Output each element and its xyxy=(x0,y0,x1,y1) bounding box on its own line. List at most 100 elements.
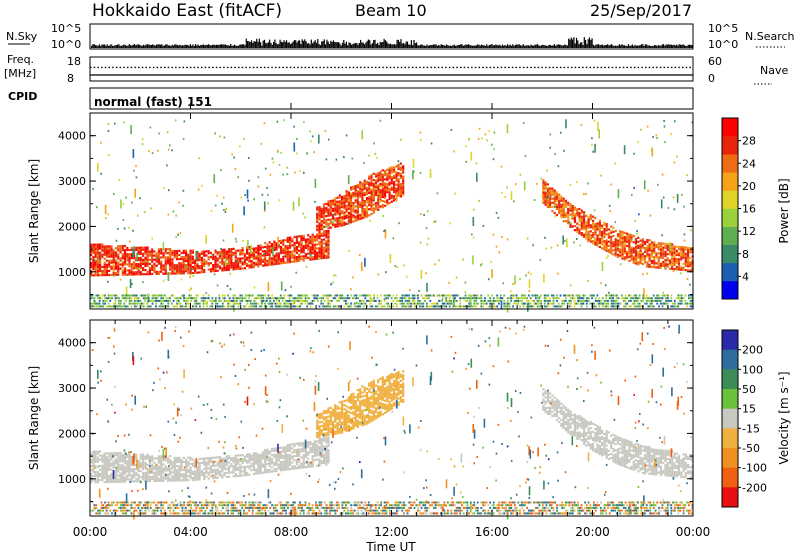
scatter-cell xyxy=(313,253,317,256)
scatter-cell xyxy=(549,197,552,200)
scatter-cell xyxy=(580,209,583,212)
noise-bar xyxy=(274,39,276,48)
scatter-cell xyxy=(157,461,160,464)
noise-bar xyxy=(442,44,444,48)
scatter-cell xyxy=(591,143,593,146)
scatter-cell xyxy=(318,230,321,233)
scatter-cell xyxy=(352,214,355,217)
scatter-cell xyxy=(198,466,201,469)
scatter-cell xyxy=(92,268,95,271)
scatter-cell xyxy=(318,212,321,215)
scatter-cell xyxy=(619,250,622,253)
scatter-cell xyxy=(379,195,382,198)
scatter-cell xyxy=(356,216,359,219)
scatter-cell xyxy=(594,227,597,230)
scatter-cell xyxy=(96,270,99,273)
scatter-cell xyxy=(603,305,606,308)
scatter-cell xyxy=(568,294,571,297)
scatter-cell xyxy=(167,272,170,281)
scatter-cell xyxy=(384,229,387,239)
scatter-cell xyxy=(241,253,244,256)
scatter-cell xyxy=(212,263,215,267)
scatter-cell xyxy=(625,255,629,258)
scatter-cell xyxy=(616,245,620,248)
scatter-cell xyxy=(166,477,170,480)
scatter-cell xyxy=(384,200,387,203)
scatter-cell xyxy=(573,299,576,302)
scatter-cell xyxy=(128,468,131,471)
scatter-cell xyxy=(347,197,350,200)
scatter-cell xyxy=(359,191,362,194)
scatter-cell xyxy=(126,246,129,250)
scatter-cell xyxy=(307,238,310,241)
scatter-cell xyxy=(130,464,133,467)
noise-bar xyxy=(607,44,609,48)
scatter-cell xyxy=(411,297,414,300)
scatter-cell xyxy=(677,252,681,255)
scatter-cell xyxy=(368,204,371,207)
noise-bar xyxy=(92,44,94,48)
scatter-cell xyxy=(352,187,355,190)
scatter-cell xyxy=(384,178,387,181)
scatter-cell xyxy=(164,467,167,470)
scatter-cell xyxy=(204,302,207,305)
scatter-cell xyxy=(99,265,102,269)
scatter-cell xyxy=(117,464,120,467)
scatter-cell xyxy=(397,178,400,181)
scatter-cell xyxy=(589,216,592,219)
scatter-cell xyxy=(257,265,260,268)
scatter-cell xyxy=(392,237,395,240)
scatter-cell xyxy=(614,240,617,243)
scatter-cell xyxy=(549,302,551,305)
scatter-cell xyxy=(194,474,197,477)
scatter-cell xyxy=(587,232,590,235)
scatter-cell xyxy=(172,299,175,302)
scatter-cell xyxy=(142,474,145,477)
noise-bar xyxy=(183,45,185,48)
scatter-cell xyxy=(114,458,118,461)
scatter-cell xyxy=(185,257,188,261)
scatter-cell xyxy=(589,214,592,217)
scatter-cell xyxy=(295,251,298,255)
scatter-cell xyxy=(191,464,194,467)
scatter-cell xyxy=(402,183,405,186)
scatter-cell xyxy=(112,294,115,297)
scatter-cell xyxy=(327,242,330,245)
scatter-cell xyxy=(103,454,106,457)
scatter-cell xyxy=(148,299,150,302)
power-y-label: Slant Range [km] xyxy=(27,159,41,263)
noise-bar xyxy=(317,39,319,48)
scatter-cell xyxy=(95,302,98,305)
scatter-cell xyxy=(103,464,106,467)
scatter-cell xyxy=(687,261,690,264)
scatter-cell xyxy=(338,305,340,308)
scatter-cell xyxy=(622,297,625,300)
scatter-cell xyxy=(178,458,181,462)
scatter-cell xyxy=(169,467,172,470)
scatter-cell xyxy=(580,211,583,214)
scatter-cell xyxy=(183,299,185,302)
scatter-cell xyxy=(587,299,590,302)
noise-bar xyxy=(215,44,217,48)
scatter-cell xyxy=(90,266,93,269)
scatter-cell xyxy=(92,462,95,466)
scatter-cell xyxy=(594,305,597,308)
scatter-cell xyxy=(363,183,366,186)
scatter-cell xyxy=(389,294,391,297)
scatter-cell xyxy=(189,472,192,476)
scatter-cell xyxy=(425,302,428,305)
scatter-cell xyxy=(223,260,226,264)
scatter-cell xyxy=(677,264,681,267)
scatter-cell xyxy=(101,270,104,273)
scatter-cell xyxy=(146,246,149,249)
scatter-cell xyxy=(567,201,570,204)
scatter-cell xyxy=(139,465,142,469)
scatter-cell xyxy=(221,202,223,205)
scatter-cell xyxy=(327,229,330,232)
scatter-cell xyxy=(286,255,289,258)
scatter-cell xyxy=(454,294,456,297)
scatter-cell xyxy=(169,459,172,462)
scatter-cell xyxy=(137,252,140,255)
scatter-cell xyxy=(659,256,662,259)
scatter-cell xyxy=(567,213,570,217)
